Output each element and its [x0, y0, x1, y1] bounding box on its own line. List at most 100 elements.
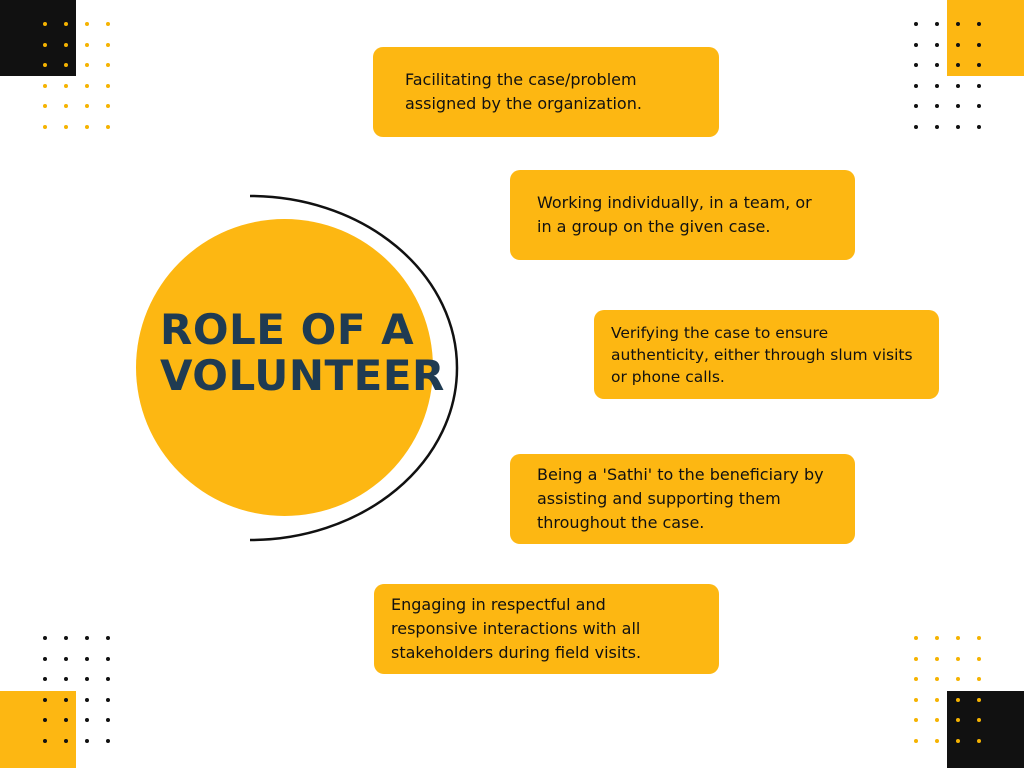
decorative-dot [64, 63, 68, 67]
decorative-dot [977, 42, 981, 47]
decorative-dot [85, 656, 89, 661]
decorative-dot [956, 697, 960, 702]
decorative-dot [106, 677, 110, 681]
decorative-dot [64, 124, 68, 129]
decorative-dot [64, 42, 68, 47]
decorative-dot [935, 697, 939, 702]
decorative-dot [956, 636, 960, 640]
decorative-dot [85, 697, 89, 702]
decorative-dot [43, 104, 47, 108]
decorative-dot [956, 42, 960, 47]
decorative-dot [43, 738, 47, 743]
role-box-1: Facilitating the case/problem assigned b… [373, 47, 719, 137]
decorative-dot [935, 42, 939, 47]
decorative-dot [85, 677, 89, 681]
decorative-dot [106, 697, 110, 702]
decorative-dot [43, 636, 47, 640]
role-box-3: Verifying the case to ensure authenticit… [594, 310, 939, 399]
decorative-dot [935, 83, 939, 88]
decorative-dot [914, 83, 918, 88]
decorative-dot [85, 42, 89, 47]
decorative-dot [914, 677, 918, 681]
decorative-dot [956, 738, 960, 743]
decorative-dot [977, 677, 981, 681]
role-box-4: Being a 'Sathi' to the beneficiary by as… [510, 454, 855, 544]
corner-square-bottom-left [0, 691, 76, 768]
decorative-dot [85, 718, 89, 722]
decorative-dot [935, 104, 939, 108]
decorative-dot [956, 83, 960, 88]
decorative-dot [43, 63, 47, 67]
decorative-dot [85, 104, 89, 108]
decorative-dot [64, 677, 68, 681]
title-line-1: ROLE OF A [160, 305, 415, 354]
decorative-dot [956, 63, 960, 67]
dot-grid-bottom-left [43, 636, 127, 759]
decorative-dot [85, 22, 89, 26]
decorative-dot [106, 124, 110, 129]
role-text-3: Verifying the case to ensure authenticit… [611, 323, 913, 386]
decorative-dot [977, 636, 981, 640]
decorative-dot [977, 83, 981, 88]
page-title: ROLE OF A VOLUNTEER [160, 307, 460, 399]
decorative-dot [43, 124, 47, 129]
decorative-dot [106, 656, 110, 661]
decorative-dot [956, 22, 960, 26]
decorative-dot [64, 697, 68, 702]
decorative-dot [43, 42, 47, 47]
decorative-dot [106, 83, 110, 88]
decorative-dot [106, 718, 110, 722]
decorative-dot [914, 656, 918, 661]
decorative-dot [43, 718, 47, 722]
decorative-dot [977, 124, 981, 129]
decorative-dot [106, 738, 110, 743]
decorative-dot [935, 63, 939, 67]
decorative-dot [43, 656, 47, 661]
title-circle [136, 219, 433, 516]
decorative-dot [914, 738, 918, 743]
decorative-dot [85, 636, 89, 640]
role-text-2: Working individually, in a team, or in a… [537, 193, 812, 236]
decorative-dot [935, 718, 939, 722]
decorative-dot [977, 104, 981, 108]
decorative-dot [956, 718, 960, 722]
dot-grid-top-left [43, 22, 127, 145]
role-text-4: Being a 'Sathi' to the beneficiary by as… [537, 465, 824, 532]
decorative-dot [914, 636, 918, 640]
decorative-dot [106, 104, 110, 108]
decorative-dot [85, 83, 89, 88]
decorative-dot [935, 677, 939, 681]
corner-square-bottom-right [947, 691, 1024, 768]
decorative-dot [914, 718, 918, 722]
decorative-dot [64, 636, 68, 640]
decorative-dot [977, 738, 981, 743]
title-line-2: VOLUNTEER [160, 351, 445, 400]
decorative-dot [64, 22, 68, 26]
decorative-dot [106, 63, 110, 67]
decorative-dot [914, 697, 918, 702]
decorative-dot [977, 22, 981, 26]
decorative-dot [977, 697, 981, 702]
decorative-dot [64, 738, 68, 743]
decorative-dot [977, 63, 981, 67]
decorative-dot [85, 124, 89, 129]
decorative-dot [935, 124, 939, 129]
decorative-dot [43, 677, 47, 681]
decorative-dot [43, 697, 47, 702]
decorative-dot [935, 636, 939, 640]
decorative-dot [106, 636, 110, 640]
decorative-dot [914, 104, 918, 108]
decorative-dot [914, 124, 918, 129]
decorative-dot [935, 656, 939, 661]
decorative-dot [106, 42, 110, 47]
decorative-dot [956, 124, 960, 129]
decorative-dot [64, 656, 68, 661]
decorative-dot [43, 22, 47, 26]
decorative-dot [64, 104, 68, 108]
decorative-dot [64, 718, 68, 722]
decorative-dot [64, 83, 68, 88]
role-box-5: Engaging in respectful and responsive in… [374, 584, 719, 674]
decorative-dot [43, 83, 47, 88]
role-text-5: Engaging in respectful and responsive in… [391, 595, 642, 662]
decorative-dot [914, 42, 918, 47]
